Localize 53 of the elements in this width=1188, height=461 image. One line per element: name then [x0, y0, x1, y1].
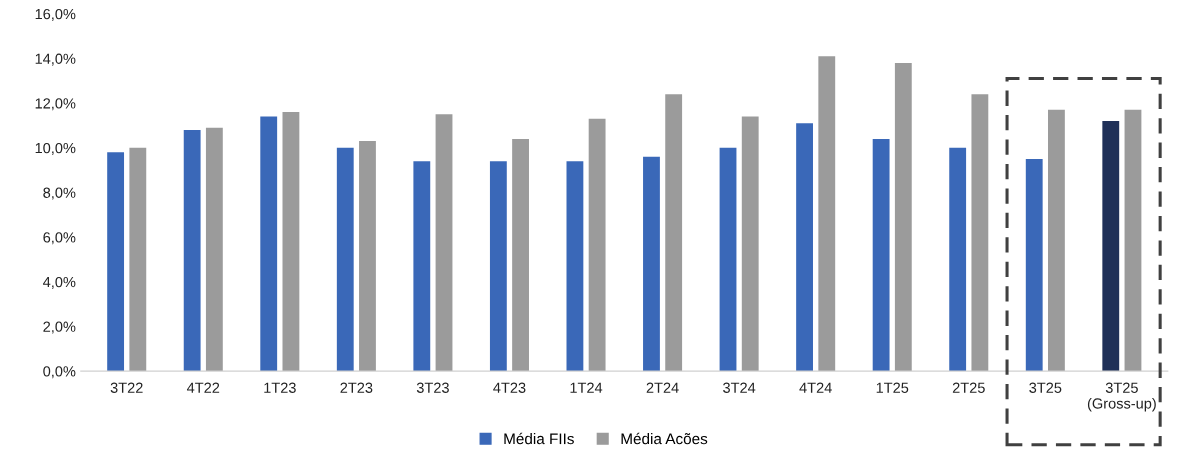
- y-tick-label: 16,0%: [35, 8, 76, 21]
- x-tick-label: 4T24: [799, 382, 832, 393]
- bar: [260, 116, 278, 372]
- bar: [1025, 158, 1043, 372]
- bar: [872, 138, 890, 372]
- bar: [129, 147, 147, 372]
- y-tick-label: 6,0%: [43, 232, 76, 245]
- bar: [512, 138, 529, 372]
- bar: [282, 112, 300, 372]
- bar: [741, 116, 759, 372]
- legend-label: Média FIIs: [504, 432, 574, 445]
- bar: [566, 161, 584, 372]
- bar: [894, 62, 912, 372]
- y-tick-label: 8,0%: [43, 187, 76, 200]
- x-tick-label: 1T23: [264, 382, 296, 393]
- bar: [435, 114, 453, 372]
- bar: [413, 161, 431, 372]
- x-tick-label: 2T24: [646, 382, 679, 393]
- x-tick-label: 1T25: [876, 382, 909, 393]
- bar: [949, 147, 967, 372]
- bar: [1048, 109, 1065, 372]
- x-tick-label: 3T24: [723, 382, 756, 393]
- bar: [107, 152, 125, 372]
- bar: [719, 147, 737, 372]
- x-tick-label: 2T25: [952, 382, 985, 393]
- bar: [643, 156, 660, 372]
- y-tick-label: 0,0%: [43, 366, 76, 379]
- x-tick-label: 3T23: [416, 382, 449, 393]
- bar: [489, 161, 507, 372]
- y-tick-label: 2,0%: [43, 321, 76, 334]
- bar: [183, 129, 201, 372]
- y-tick-label: 4,0%: [43, 276, 76, 289]
- x-tick-label: 2T23: [340, 382, 373, 393]
- y-tick-label: 14,0%: [35, 53, 76, 66]
- bar: [1124, 109, 1142, 372]
- x-tick-label: 1T24: [570, 382, 603, 393]
- bar: [818, 56, 836, 372]
- legend-label: Média Acões: [621, 432, 708, 445]
- y-tick-label: 12,0%: [35, 98, 76, 111]
- y-tick-label: 10,0%: [35, 142, 76, 155]
- bar: [1102, 121, 1120, 372]
- x-tick-label: 3T22: [110, 382, 143, 393]
- bar: [336, 147, 354, 372]
- bar: [971, 94, 989, 372]
- x-tick-label: 4T23: [493, 382, 526, 393]
- x-tick-label: 3T25: [1029, 382, 1062, 393]
- x-tick-label: 4T22: [186, 382, 220, 393]
- bar: [359, 141, 376, 372]
- bar: [588, 118, 606, 372]
- x-tick-label: 3T25 (Gross-up): [1087, 382, 1156, 412]
- bar: [665, 94, 683, 372]
- bar: [796, 123, 813, 372]
- bar: [205, 127, 223, 372]
